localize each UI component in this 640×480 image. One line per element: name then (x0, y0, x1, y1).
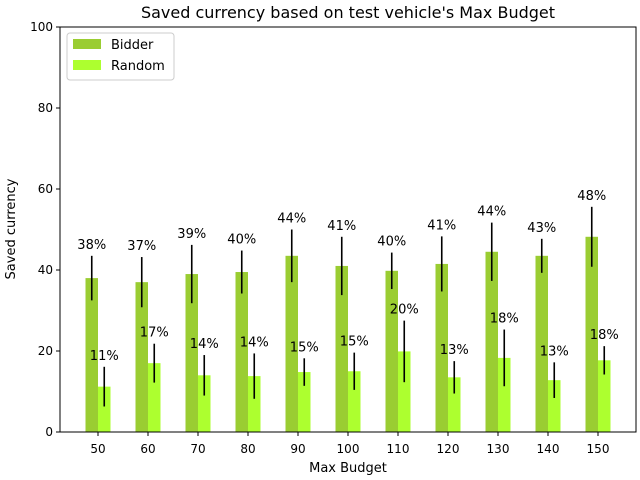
bar-random (398, 351, 411, 432)
x-tick-label: 110 (387, 442, 410, 456)
legend-label: Bidder (111, 38, 154, 53)
bar-bidder (435, 263, 448, 432)
data-label: 15% (290, 340, 319, 355)
bar-random (448, 377, 461, 432)
chart-title: Saved currency based on test vehicle's M… (141, 3, 555, 22)
data-label: 48% (577, 189, 606, 204)
bar-random (348, 371, 361, 432)
plot-area: 0 20 40 60 80 100 50 38% 11% 60 37% 17% 70 39% 14% 80 40… (30, 20, 619, 456)
data-label: 41% (327, 219, 356, 234)
bar-random (98, 386, 111, 432)
bar-bidder (235, 272, 248, 432)
data-label: 13% (540, 344, 569, 359)
y-tick-label: 0 (45, 425, 53, 439)
data-label: 13% (440, 343, 469, 358)
data-label: 40% (227, 233, 256, 248)
legend: Bidder Random (66, 32, 175, 81)
bar-random (198, 375, 211, 432)
bar-bidder (85, 278, 98, 432)
y-axis-label: Saved currency (4, 178, 19, 279)
data-label: 11% (90, 349, 119, 364)
bar-random (248, 376, 261, 432)
bar-bidder (385, 270, 398, 432)
bar-bidder (285, 255, 298, 432)
data-label: 44% (277, 212, 306, 227)
bar-bidder (135, 282, 148, 432)
y-tick-label: 40 (38, 263, 53, 277)
legend-swatch (73, 60, 101, 70)
x-tick-label: 120 (437, 442, 460, 456)
bar-random (548, 380, 561, 432)
x-tick-label: 150 (587, 442, 610, 456)
x-tick-label: 100 (337, 442, 360, 456)
data-label: 38% (77, 238, 106, 253)
data-label: 41% (427, 218, 456, 233)
data-label: 17% (140, 326, 169, 341)
bar-bidder (185, 274, 198, 432)
bar-random (298, 372, 311, 432)
bar-bidder (485, 251, 498, 432)
x-tick-label: 60 (140, 442, 155, 456)
bar-random (498, 357, 511, 432)
data-label: 18% (590, 328, 619, 343)
data-label: 18% (490, 312, 519, 327)
legend-label: Random (111, 59, 165, 74)
y-tick-label: 80 (38, 101, 53, 115)
data-label: 40% (377, 235, 406, 250)
data-label: 14% (190, 337, 219, 352)
bar-random (598, 360, 611, 432)
data-label: 43% (527, 221, 556, 236)
bar-random (148, 363, 161, 432)
data-label: 14% (240, 335, 269, 350)
data-label: 15% (340, 335, 369, 350)
x-tick-label: 50 (90, 442, 105, 456)
data-label: 39% (177, 227, 206, 242)
axes-frame (59, 26, 637, 433)
x-tick-label: 80 (240, 442, 255, 456)
bar-bidder (335, 265, 348, 432)
data-label: 37% (127, 239, 156, 254)
y-tick-label: 20 (38, 344, 53, 358)
x-tick-label: 70 (190, 442, 205, 456)
x-tick-label: 130 (487, 442, 510, 456)
data-label: 44% (477, 205, 506, 220)
bar-bidder (535, 255, 548, 432)
y-tick-label: 100 (30, 20, 53, 34)
bar-bidder (585, 236, 598, 432)
x-tick-label: 90 (290, 442, 305, 456)
data-label: 20% (390, 303, 419, 318)
x-axis-label: Max Budget (309, 461, 387, 476)
y-tick-label: 60 (38, 182, 53, 196)
legend-swatch (73, 39, 101, 49)
x-tick-label: 140 (537, 442, 560, 456)
